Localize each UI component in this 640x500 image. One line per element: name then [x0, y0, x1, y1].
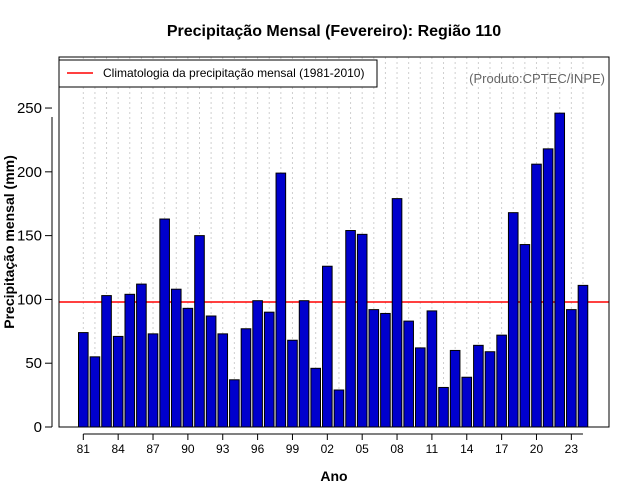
bar-85	[124, 293, 136, 428]
bar-09	[403, 320, 414, 428]
bar-24	[577, 284, 589, 428]
bar-23	[566, 309, 577, 428]
bar-88	[159, 218, 170, 428]
bar-97	[263, 311, 275, 428]
bar-22	[554, 112, 566, 428]
bar-94	[229, 379, 240, 428]
bar-12	[438, 386, 449, 428]
bar-92	[205, 315, 217, 428]
bar-07	[380, 312, 391, 428]
bar-20	[531, 163, 542, 428]
x-tick-label-23: 23	[565, 442, 579, 456]
bar-15	[473, 344, 484, 428]
legend: Climatologia da precipitação mensal (198…	[58, 59, 378, 88]
bar-11	[426, 310, 438, 428]
x-tick-label-14: 14	[460, 442, 474, 456]
x-tick-label-96: 96	[251, 442, 265, 456]
x-axis: 81 84 87 90 93 96 99 02 05 08 11 14 17 20 23	[77, 433, 583, 456]
bar-14	[461, 376, 473, 428]
x-tick-label-84: 84	[111, 442, 125, 456]
bar-90	[182, 307, 194, 428]
bar-98	[275, 172, 287, 428]
bar-03	[333, 389, 345, 428]
plot-frame	[58, 56, 610, 428]
x-tick-label-87: 87	[146, 442, 160, 456]
bar-05	[356, 233, 368, 428]
y-axis-label: Precipitação mensal (mm)	[1, 155, 17, 329]
chart-title: Precipitação Mensal (Fevereiro): Região …	[167, 23, 501, 40]
bar-87	[147, 333, 159, 428]
bar-86	[136, 283, 147, 428]
bar-99	[287, 339, 298, 428]
x-tick-label-17: 17	[495, 442, 509, 456]
bar-84	[112, 335, 124, 428]
bar-83	[101, 295, 112, 428]
legend-label: Climatologia da precipitação mensal (198…	[103, 66, 364, 80]
legend-box	[58, 59, 378, 88]
x-tick-label-08: 08	[390, 442, 404, 456]
bar-21	[542, 148, 554, 428]
bar-91	[194, 235, 205, 428]
y-tick-label-150: 150	[17, 228, 42, 245]
credit-text: (Produto:CPTEC/INPE)	[469, 71, 605, 86]
bar-81	[78, 332, 89, 428]
bar-93	[217, 333, 229, 428]
bar-89	[170, 288, 182, 428]
x-tick-label-20: 20	[530, 442, 544, 456]
x-tick-label-93: 93	[216, 442, 230, 456]
bar-96	[252, 300, 263, 428]
bar-06	[368, 309, 380, 428]
y-axis: 0 50 100 150 200 250	[17, 100, 53, 436]
bar-04	[345, 230, 356, 428]
bars	[78, 112, 589, 428]
bar-02	[322, 265, 333, 428]
x-tick-label-05: 05	[356, 442, 370, 456]
x-tick-label-90: 90	[181, 442, 195, 456]
bar-82	[89, 356, 101, 428]
x-axis-label: Ano	[320, 468, 347, 484]
bar-10	[414, 347, 426, 428]
bar-01	[310, 367, 321, 428]
y-tick-label-50: 50	[25, 355, 42, 372]
bar-16	[484, 351, 496, 428]
bar-19	[519, 244, 531, 428]
x-tick-label-11: 11	[426, 442, 439, 456]
bar-17	[496, 334, 507, 428]
bar-13	[449, 349, 461, 428]
y-tick-label-100: 100	[17, 291, 42, 308]
x-tick-label-02: 02	[321, 442, 335, 456]
y-tick-label-200: 200	[17, 164, 42, 181]
bar-00	[298, 300, 310, 428]
bar-18	[507, 212, 519, 428]
y-tick-label-0: 0	[34, 419, 42, 436]
x-tick-label-99: 99	[286, 442, 300, 456]
bar-95	[240, 328, 252, 428]
y-tick-label-250: 250	[17, 100, 42, 117]
x-tick-label-81: 81	[77, 442, 91, 456]
bar-08	[391, 198, 403, 428]
